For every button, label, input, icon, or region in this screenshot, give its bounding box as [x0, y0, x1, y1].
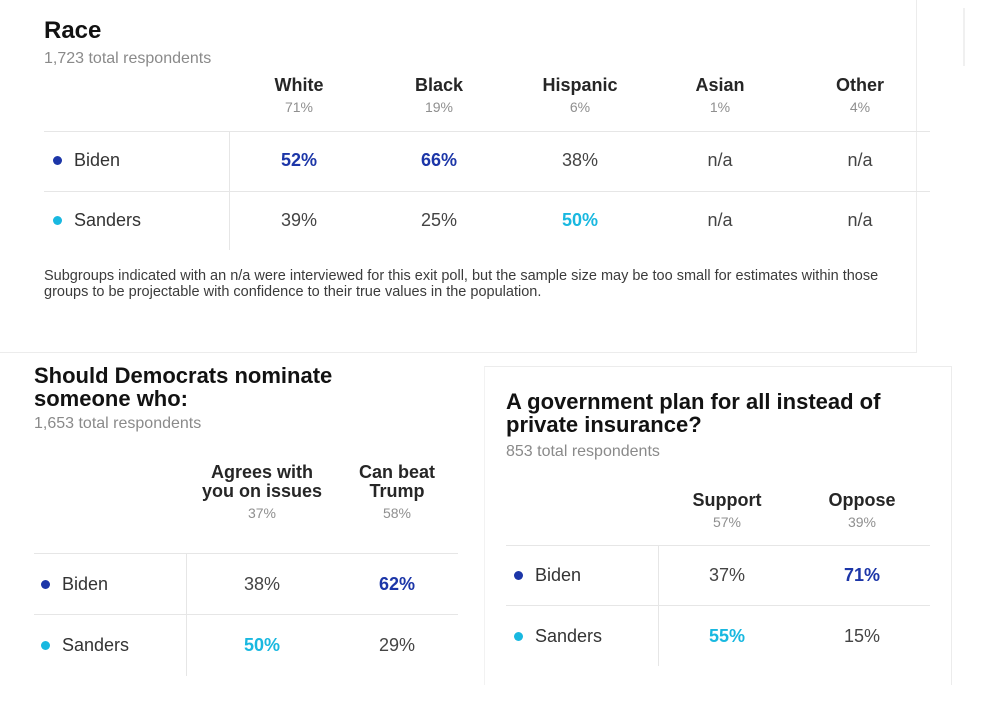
sanders-dot-icon	[41, 640, 50, 650]
col-share: 39%	[847, 514, 877, 530]
col-name: Support	[692, 490, 762, 510]
grid-line	[34, 553, 458, 554]
col-share: 6%	[569, 99, 591, 115]
col-share: 37%	[247, 505, 277, 521]
race-col-asian: Asian 1%	[670, 75, 770, 116]
race-sanders-asian-value: n/a	[707, 210, 733, 230]
candidate-name: Biden	[74, 149, 121, 170]
row-label-sanders: Sanders	[53, 208, 141, 232]
race-biden-black-value: 66%	[420, 150, 458, 170]
col-share: 58%	[382, 505, 412, 521]
candidate-name: Sanders	[62, 634, 130, 655]
race-sanders-hispanic-value: 50%	[561, 210, 599, 230]
plan-sanders-oppose-value: 15%	[843, 626, 881, 646]
race-col-white: White 71%	[249, 75, 349, 116]
col-name: Hispanic	[542, 75, 618, 95]
race-panel: Race 1,723 total respondents White 71% B…	[0, 0, 930, 353]
grid-line	[506, 605, 930, 606]
nominate-biden-agrees-value: 38%	[243, 574, 281, 594]
candidate-name: Sanders	[74, 209, 142, 230]
plan-title: A government plan for all instead of pri…	[506, 389, 881, 438]
row-label-biden: Biden	[41, 572, 108, 596]
col-share: 1%	[709, 99, 731, 115]
plan-biden-support-value: 37%	[708, 565, 746, 585]
race-col-other: Other 4%	[810, 75, 910, 116]
col-name: Agrees with you on issues	[201, 462, 323, 501]
col-share: 71%	[284, 99, 314, 115]
race-biden-asian-value: n/a	[707, 150, 733, 170]
candidate-name: Biden	[535, 564, 582, 585]
col-name: Black	[414, 75, 464, 95]
nominate-sanders-beat-trump-value: 29%	[378, 635, 416, 655]
biden-dot-icon	[514, 570, 523, 580]
nominate-col-beat-trump: Can beat Trump 58%	[344, 462, 450, 522]
plan-sanders-support-value: 55%	[708, 626, 746, 646]
col-name: Can beat Trump	[358, 462, 436, 501]
col-share: 57%	[712, 514, 742, 530]
plan-col-oppose: Oppose 39%	[812, 490, 912, 531]
grid-line	[44, 191, 930, 192]
nominate-col-agrees: Agrees with you on issues 37%	[198, 462, 326, 522]
col-share: 19%	[424, 99, 454, 115]
race-biden-white-value: 52%	[280, 150, 318, 170]
race-title: Race	[44, 17, 102, 44]
race-sanders-other-value: n/a	[847, 210, 873, 230]
race-col-black: Black 19%	[389, 75, 489, 116]
nominate-sanders-agrees-value: 50%	[243, 635, 281, 655]
row-label-biden: Biden	[514, 563, 581, 587]
grid-line	[229, 132, 230, 250]
nominate-title: Should Democrats nominate someone who:	[34, 363, 333, 412]
row-label-sanders: Sanders	[514, 624, 602, 648]
sanders-dot-icon	[514, 631, 523, 641]
col-name: Oppose	[828, 490, 896, 510]
race-col-hispanic: Hispanic 6%	[520, 75, 640, 116]
grid-line	[34, 614, 458, 615]
nominate-biden-beat-trump-value: 62%	[378, 574, 416, 594]
grid-line	[186, 554, 187, 676]
grid-line	[44, 131, 930, 132]
row-label-sanders: Sanders	[41, 633, 129, 657]
plan-col-support: Support 57%	[677, 490, 777, 531]
race-biden-hispanic-value: 38%	[561, 150, 599, 170]
plan-respondents: 853 total respondents	[506, 443, 660, 460]
grid-line	[658, 546, 659, 666]
biden-dot-icon	[41, 579, 50, 589]
background-divider	[963, 8, 965, 66]
candidate-name: Sanders	[535, 625, 603, 646]
grid-line	[506, 545, 930, 546]
government-plan-panel: A government plan for all instead of pri…	[484, 366, 952, 685]
race-sanders-black-value: 25%	[420, 210, 458, 230]
race-sanders-white-value: 39%	[280, 210, 318, 230]
candidate-name: Biden	[62, 573, 109, 594]
col-name: Other	[835, 75, 884, 95]
row-label-biden: Biden	[53, 148, 120, 172]
plan-biden-oppose-value: 71%	[843, 565, 881, 585]
race-biden-other-value: n/a	[847, 150, 873, 170]
race-respondents: 1,723 total respondents	[44, 50, 212, 67]
race-footnote: Subgroups indicated with an n/a were int…	[44, 268, 879, 300]
col-name: Asian	[695, 75, 745, 95]
nominate-respondents: 1,653 total respondents	[34, 415, 202, 432]
col-name: White	[274, 75, 324, 95]
nominate-panel: Should Democrats nominate someone who: 1…	[14, 353, 484, 702]
sanders-dot-icon	[53, 215, 62, 225]
biden-dot-icon	[53, 155, 62, 165]
col-share: 4%	[849, 99, 871, 115]
